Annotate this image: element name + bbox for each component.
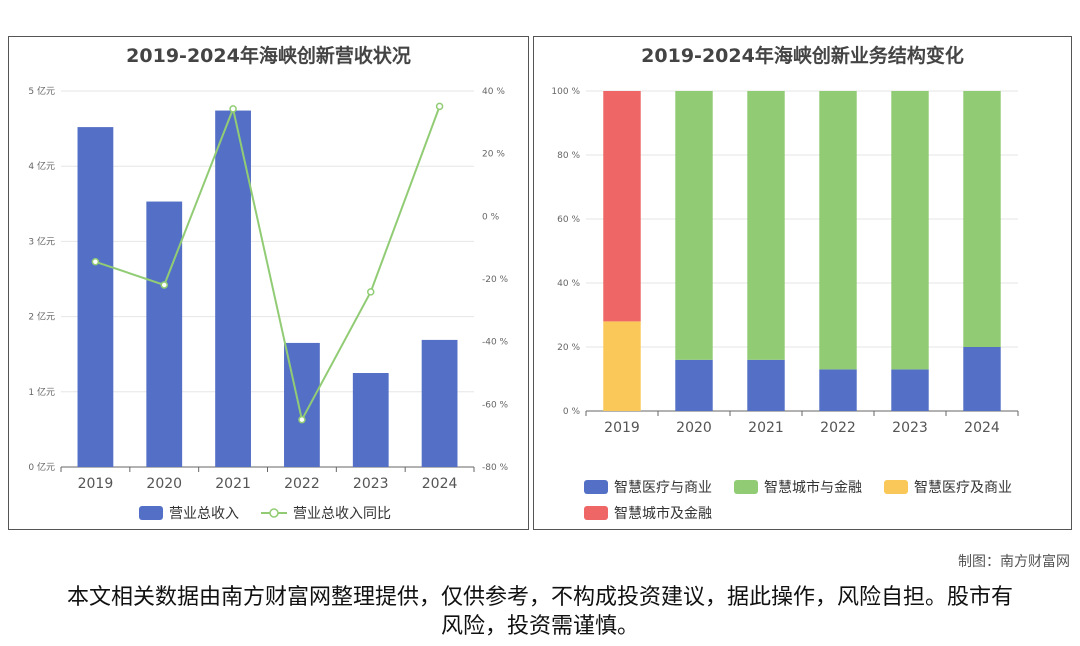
revenue-chart: 0 亿元 1 亿元 2 亿元 3 亿元 4 亿元 5 亿元 -80 % -60 % -40 % -… [28, 85, 509, 522]
y-tick-label: 80 % [557, 151, 580, 161]
stacked-bar-segment [819, 91, 857, 370]
y-right-tick-label: -60 % [482, 400, 509, 410]
structure-chart: 0 % 20 % 40 % 60 % 80 % 100 % 2019 2020 2021 2022… [551, 87, 1019, 522]
y-right-tick-label: 20 % [482, 150, 505, 160]
revenue-bar [77, 127, 114, 467]
x-tick-label: 2019 [78, 476, 114, 492]
legend-swatch [734, 480, 758, 494]
x-tick-label: 2023 [353, 476, 389, 492]
x-tick-label: 2022 [820, 420, 856, 436]
yoy-point [367, 288, 375, 296]
revenue-chart-panel: 2019-2024年海峡创新营收状况 0 亿元 1 亿元 2 亿元 3 亿元 4 亿元 5… [8, 36, 529, 530]
y-right-tick-label: -40 % [482, 338, 509, 348]
yoy-point [229, 105, 237, 113]
x-tick-label: 2022 [284, 476, 320, 492]
legend-label: 智慧城市及金融 [614, 505, 712, 522]
stacked-bar-segment [963, 91, 1001, 347]
legend-label: 智慧医疗及商业 [914, 480, 1012, 496]
y-tick-label: 100 % [551, 87, 580, 97]
y-left-tick-label: 5 亿元 [28, 85, 55, 97]
stacked-bar-segment [963, 347, 1001, 411]
y-tick-label: 40 % [557, 279, 580, 289]
y-right-tick-label: 40 % [482, 87, 505, 97]
structure-chart-title: 2019-2024年海峡创新业务结构变化 [641, 45, 964, 67]
revenue-bar [215, 110, 251, 467]
legend-swatch [584, 506, 608, 520]
stacked-bar-segment [891, 369, 929, 411]
legend-swatch [884, 480, 908, 494]
stacked-bar-segment [675, 91, 713, 360]
yoy-point [160, 281, 168, 289]
yoy-point [91, 258, 100, 266]
legend-swatch-yoy-marker [269, 508, 279, 518]
stacked-bar-segment [747, 91, 785, 360]
y-left-tick-label: 2 亿元 [28, 311, 55, 323]
revenue-bar [352, 373, 389, 467]
legend-swatch [584, 480, 608, 494]
stacked-bar-segment [747, 359, 785, 411]
x-tick-label: 2019 [604, 420, 640, 436]
chart-credit: 制图：南方财富网 [958, 554, 1070, 570]
revenue-bar [421, 339, 458, 467]
business-structure-chart-panel: 2019-2024年海峡创新业务结构变化 0 % 20 % 40 % 60 % 80 %… [533, 36, 1072, 530]
legend-label: 智慧城市与金融 [764, 479, 862, 496]
stacked-bar-segment [603, 321, 641, 411]
stacked-bar-segment [819, 369, 857, 411]
y-left-tick-label: 0 亿元 [28, 461, 55, 473]
x-tick-label: 2020 [146, 476, 182, 492]
yoy-point [435, 102, 444, 111]
y-right-tick-label: 0 % [482, 212, 500, 222]
stacked-bar-segment [675, 359, 713, 411]
x-tick-label: 2024 [422, 476, 458, 492]
x-tick-label: 2021 [215, 476, 251, 492]
revenue-chart-title: 2019-2024年海峡创新营收状况 [126, 45, 411, 67]
x-tick-label: 2021 [748, 420, 784, 436]
revenue-bar [146, 201, 183, 467]
y-left-tick-label: 1 亿元 [28, 386, 55, 398]
disclaimer-text: 本文相关数据由南方财富网整理提供，仅供参考，不构成投资建议，据此操作，风险自担。… [66, 585, 1013, 639]
y-tick-label: 60 % [557, 215, 580, 225]
y-right-tick-label: -20 % [482, 275, 509, 285]
legend-label-revenue: 营业总收入 [169, 506, 239, 522]
y-left-tick-label: 3 亿元 [28, 235, 55, 247]
y-tick-label: 20 % [557, 343, 580, 353]
legend-swatch-revenue [139, 506, 163, 520]
x-tick-label: 2024 [964, 420, 1000, 436]
stacked-bar-segment [891, 91, 929, 370]
legend-label-yoy: 营业总收入同比 [293, 506, 391, 522]
x-tick-label: 2020 [676, 420, 712, 436]
yoy-point [298, 415, 306, 424]
legend-label: 智慧医疗与商业 [614, 480, 712, 496]
y-left-tick-label: 4 亿元 [28, 160, 55, 172]
stacked-bar-segment [603, 91, 641, 322]
x-tick-label: 2023 [892, 420, 928, 436]
y-right-tick-label: -80 % [482, 463, 509, 473]
y-tick-label: 0 % [563, 407, 581, 417]
yoy-line [95, 105, 441, 423]
